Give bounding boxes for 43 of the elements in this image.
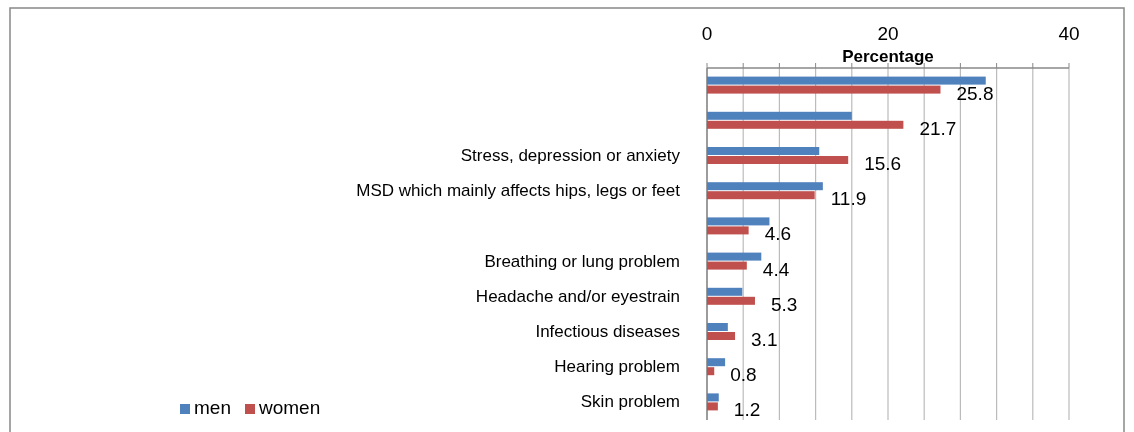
y-tick-label: Hearing problem — [554, 357, 680, 377]
data-label: 11.9 — [830, 188, 867, 210]
x-tick-label: 0 — [701, 23, 713, 44]
bar — [707, 85, 941, 94]
data-label: 4.4 — [762, 258, 790, 280]
x-axis-title: Percentage — [842, 47, 934, 66]
bar — [707, 261, 747, 270]
data-label: 21.7 — [919, 117, 957, 139]
bar — [707, 323, 728, 331]
data-label: 1.2 — [733, 399, 761, 421]
y-tick-label: Infectious diseases — [535, 322, 680, 341]
legend-label: men — [194, 397, 231, 418]
bar — [707, 332, 736, 340]
bar — [707, 393, 719, 402]
x-tick-label: 20 — [877, 23, 899, 44]
data-label: 25.8 — [956, 82, 994, 104]
bar — [707, 147, 820, 155]
y-tick-label: MSD which mainly affects hips, legs or feet — [356, 181, 681, 201]
y-tick-label: Stress, depression or anxiety — [460, 146, 681, 165]
y-tick-label: Breathing or lung problem — [484, 251, 680, 271]
bar — [707, 217, 770, 226]
data-label: 4.6 — [764, 223, 792, 245]
bar — [707, 76, 986, 85]
bar — [707, 287, 743, 296]
bar — [707, 252, 762, 261]
bar — [707, 156, 849, 164]
bar — [707, 358, 726, 367]
bar — [707, 402, 718, 411]
data-label: 5.3 — [770, 293, 798, 315]
bar — [707, 191, 815, 200]
x-tick-label: 40 — [1058, 23, 1080, 44]
bar — [707, 111, 852, 120]
data-label: 3.1 — [751, 329, 778, 350]
legend-label: women — [258, 397, 321, 418]
bar — [707, 296, 755, 305]
data-label: 0.8 — [730, 364, 757, 386]
y-tick-label: Skin problem — [580, 392, 680, 412]
bar — [707, 226, 749, 235]
bar — [707, 120, 904, 129]
bar — [707, 367, 715, 376]
bar — [707, 182, 823, 191]
data-label: 15.6 — [864, 153, 902, 174]
y-tick-label: Headache and/or eyestrain — [475, 286, 680, 306]
